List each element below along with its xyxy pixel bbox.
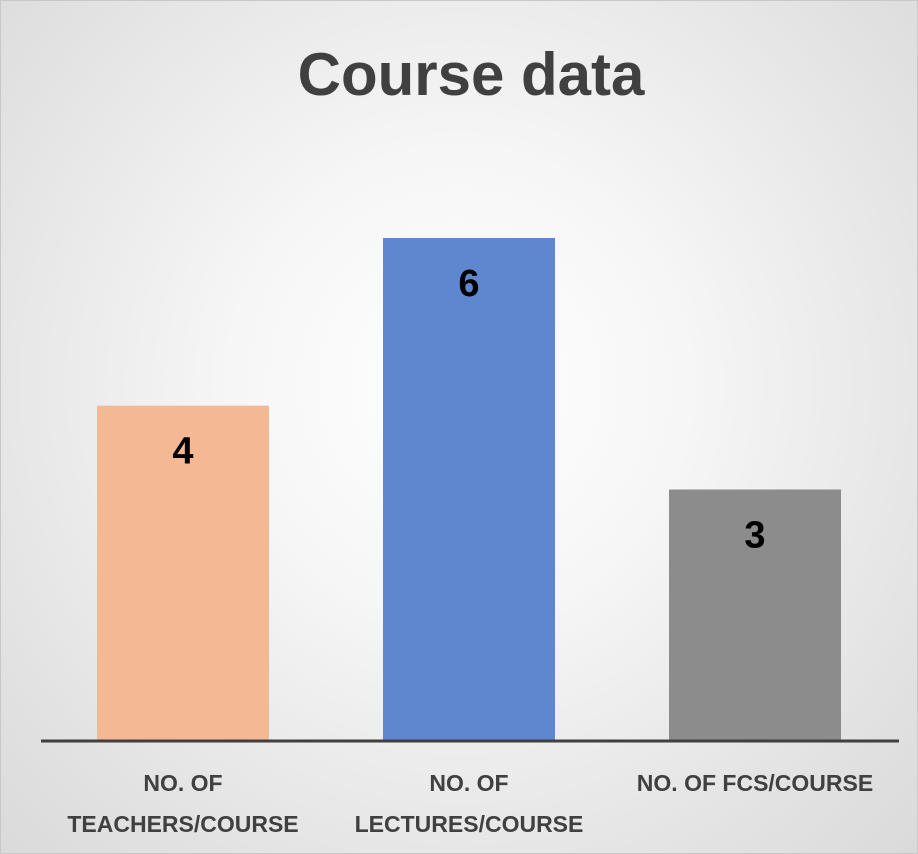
bar (383, 238, 555, 741)
data-label: 4 (172, 431, 193, 473)
bar (97, 405, 269, 741)
data-label: 6 (458, 263, 479, 305)
bar (669, 489, 841, 741)
x-tick-label: NO. OF FCS/COURSE (636, 770, 874, 796)
x-tick-label: NO. OF LECTURES/COURSE (354, 770, 584, 837)
data-label: 3 (744, 515, 765, 557)
chart-title: Course data (298, 41, 645, 108)
x-tick-label: NO. OF TEACHERS/COURSE (67, 770, 299, 837)
